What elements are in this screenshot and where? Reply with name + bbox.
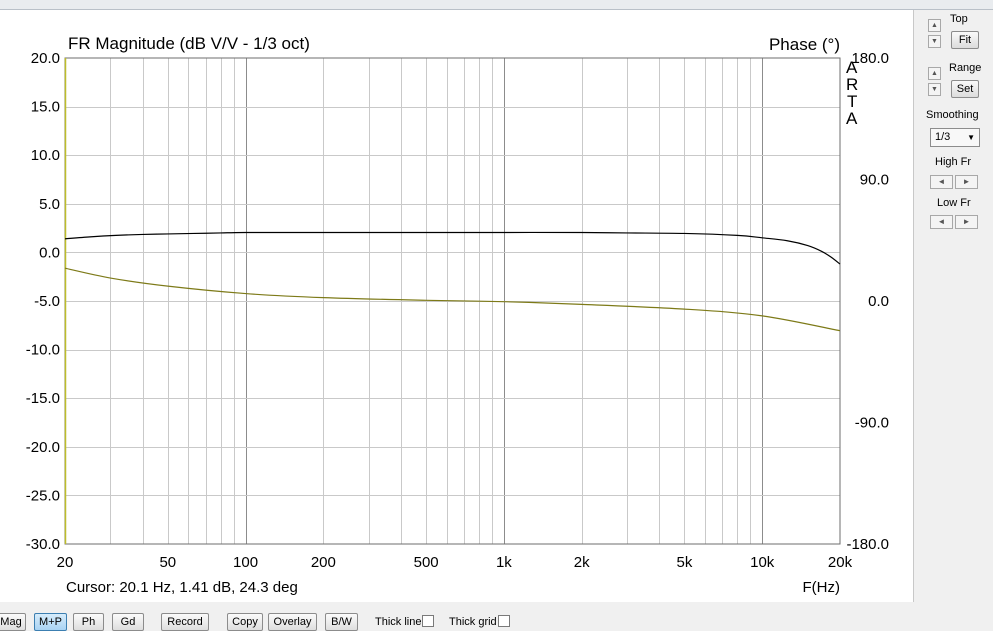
top-down-arrow-icon[interactable]: ▼: [928, 35, 941, 48]
set-button[interactable]: Set: [951, 80, 979, 98]
record-button[interactable]: Record: [161, 613, 209, 631]
window-top-strip: [0, 0, 993, 10]
y-tick-label: 15.0: [31, 99, 60, 116]
watermark-letter: A: [846, 58, 858, 77]
phase-tick-label: 180.0: [851, 50, 889, 67]
mag-phase-button[interactable]: M+P: [34, 613, 67, 631]
y-tick-label: 0.0: [39, 244, 60, 261]
y-tick-label: -30.0: [26, 536, 60, 553]
y-tick-labels: 20.0 15.0 10.0 5.0 0.0 -5.0 -10.0 -15.0 -20.0 -25…: [26, 50, 60, 553]
phase-button[interactable]: Ph: [73, 613, 104, 631]
overlay-button[interactable]: Overlay: [268, 613, 317, 631]
x-tick-label: 100: [233, 554, 258, 571]
bottom-toolbar: Mag M+P Ph Gd Record Copy Overlay B/W Th…: [0, 603, 993, 631]
thick-grid-label: Thick grid: [449, 616, 497, 628]
control-panel: ▲ ▼ Top Fit ▲ ▼ Range Set Smoothing 1/3 …: [914, 10, 993, 602]
x-tick-labels: 20 50 100 200 500 1k 2k 5k 10k 20k: [57, 554, 853, 571]
series-layer: [64, 231, 841, 332]
arta-watermark: A R T A: [846, 58, 858, 128]
frequency-response-chart[interactable]: 20.0 15.0 10.0 5.0 0.0 -5.0 -10.0 -15.0 -20.0 -25…: [0, 10, 913, 602]
watermark-letter: T: [847, 92, 857, 111]
x-tick-label: 20: [57, 554, 74, 571]
x-tick-label: 1k: [496, 554, 512, 571]
phase-tick-label: -180.0: [846, 536, 889, 553]
x-tick-label: 500: [414, 554, 439, 571]
high-fr-label: High Fr: [935, 156, 972, 168]
chart-title: FR Magnitude (dB V/V - 1/3 oct): [68, 34, 310, 53]
watermark-letter: R: [846, 75, 858, 94]
range-down-arrow-icon[interactable]: ▼: [928, 83, 941, 96]
range-label: Range: [949, 62, 982, 74]
top-up-arrow-icon[interactable]: ▲: [928, 19, 941, 32]
low-fr-label: Low Fr: [937, 197, 971, 209]
thick-line-label: Thick line: [375, 616, 422, 628]
watermark-letter: A: [846, 109, 858, 128]
smoothing-value: 1/3: [935, 131, 951, 143]
top-label: Top: [950, 13, 968, 25]
phase-series-line: [64, 267, 841, 332]
x-tick-label: 50: [159, 554, 176, 571]
phase-tick-label: 0.0: [868, 293, 889, 310]
smoothing-select[interactable]: 1/3 ▼: [930, 128, 980, 147]
x-axis-label: F(Hz): [803, 579, 841, 596]
y-tick-label: -25.0: [26, 487, 60, 504]
x-tick-label: 2k: [574, 554, 590, 571]
mag-button[interactable]: Mag: [0, 613, 26, 631]
phase-tick-label: -90.0: [855, 415, 889, 432]
phase-tick-labels: 180.0 90.0 0.0 -90.0 -180.0: [846, 50, 889, 553]
right-arrow-icon[interactable]: ►: [955, 175, 978, 189]
range-up-arrow-icon[interactable]: ▲: [928, 67, 941, 80]
phase-tick-label: 90.0: [860, 172, 889, 189]
x-tick-label: 20k: [828, 554, 853, 571]
y-tick-label: -5.0: [34, 293, 60, 310]
y-tick-label: 10.0: [31, 147, 60, 164]
right-arrow-icon[interactable]: ►: [955, 215, 978, 229]
y-tick-label: -10.0: [26, 342, 60, 359]
x-tick-label: 200: [311, 554, 336, 571]
y-tick-label: -15.0: [26, 390, 60, 407]
y-tick-label: 20.0: [31, 50, 60, 67]
y-tick-label: -20.0: [26, 439, 60, 456]
x-tick-label: 5k: [677, 554, 693, 571]
left-arrow-icon[interactable]: ◄: [930, 215, 953, 229]
high-fr-stepper[interactable]: ◄ ►: [930, 175, 978, 189]
dropdown-arrow-icon: ▼: [967, 133, 975, 142]
thick-line-checkbox[interactable]: [422, 615, 434, 627]
low-fr-stepper[interactable]: ◄ ►: [930, 215, 978, 229]
magnitude-series-line: [64, 231, 841, 265]
cursor-readout: Cursor: 20.1 Hz, 1.41 dB, 24.3 deg: [66, 579, 298, 596]
fit-button[interactable]: Fit: [951, 31, 979, 49]
copy-button[interactable]: Copy: [227, 613, 263, 631]
thick-grid-checkbox[interactable]: [498, 615, 510, 627]
y-grid: [65, 107, 840, 496]
smoothing-label: Smoothing: [926, 109, 979, 121]
group-delay-button[interactable]: Gd: [112, 613, 144, 631]
phase-axis-title: Phase (°): [769, 35, 840, 54]
left-arrow-icon[interactable]: ◄: [930, 175, 953, 189]
x-tick-label: 10k: [750, 554, 775, 571]
bw-button[interactable]: B/W: [325, 613, 358, 631]
y-tick-label: 5.0: [39, 196, 60, 213]
